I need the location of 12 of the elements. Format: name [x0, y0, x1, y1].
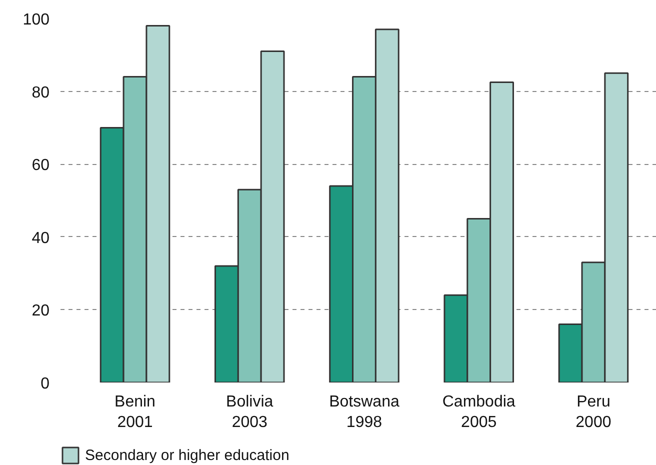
legend-label: Secondary or higher education	[85, 446, 290, 464]
x-tick-label: Benin 2001	[114, 394, 156, 431]
y-tick-label: 100	[22, 12, 50, 28]
x-tick-label: Bolivia 2003	[226, 394, 274, 431]
y-tick-label: 60	[32, 157, 50, 174]
y-tick-label: 20	[32, 302, 50, 320]
x-tick-label: Peru 2000	[576, 394, 612, 431]
x-tick-label: Cambodia 2005	[442, 394, 516, 431]
y-tick-label: 40	[32, 230, 50, 247]
y-tick-label: 80	[32, 84, 50, 102]
x-tick-label: Botswana 1998	[329, 394, 400, 431]
y-tick-label: 0	[40, 376, 50, 392]
